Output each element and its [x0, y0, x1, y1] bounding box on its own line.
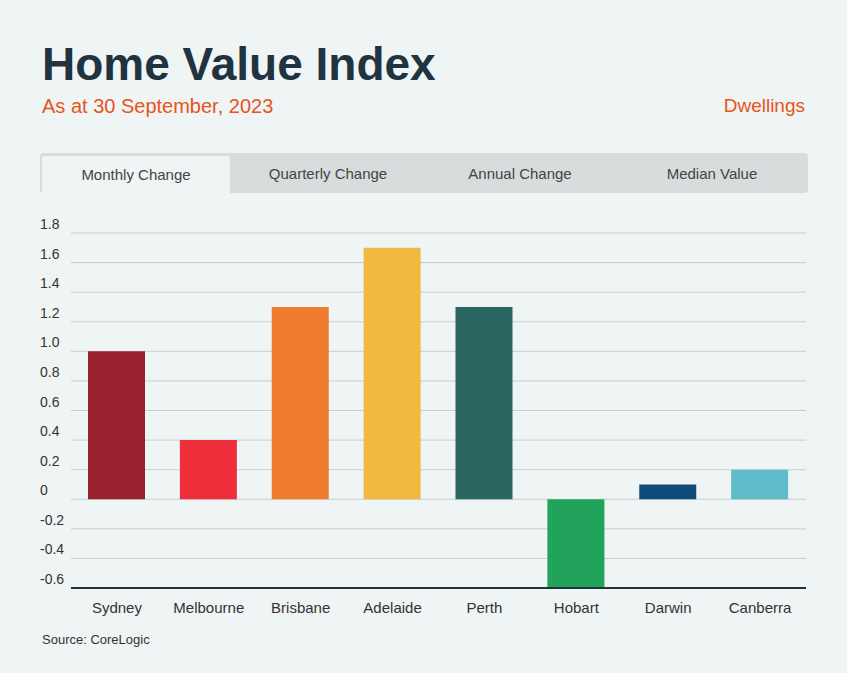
- html-text:Annual Change: Annual Change: [468, 164, 572, 182]
- svg-text:0.4: 0.4: [40, 423, 60, 439]
- svg-text:Perth: Perth: [467, 599, 503, 616]
- svg-text:1.8: 1.8: [40, 216, 60, 232]
- svg-text:0.2: 0.2: [40, 453, 60, 469]
- svg-text:0: 0: [40, 482, 48, 498]
- svg-text:1.4: 1.4: [40, 275, 60, 291]
- svg-text:-0.6: -0.6: [40, 571, 64, 587]
- svg-text:1.6: 1.6: [40, 246, 60, 262]
- svg-text:Canberra: Canberra: [729, 599, 792, 616]
- svg-text:1.2: 1.2: [40, 305, 60, 321]
- svg-text:Melbourne: Melbourne: [173, 599, 244, 616]
- svg-text:Brisbane: Brisbane: [271, 599, 330, 616]
- svg-text:Hobart: Hobart: [554, 599, 600, 616]
- svg-text:-0.2: -0.2: [40, 512, 64, 528]
- html-text:Quarterly Change: Quarterly Change: [268, 164, 388, 182]
- svg-text:1.0: 1.0: [40, 334, 60, 350]
- html-text:Source: CoreLogic: Source: CoreLogic: [42, 632, 150, 647]
- svg-text:-0.4: -0.4: [40, 541, 64, 557]
- html-text:Median Value: Median Value: [666, 164, 758, 182]
- html-text:Monthly Change: Monthly Change: [81, 166, 191, 183]
- html-text:Dwellings: Dwellings: [723, 95, 805, 116]
- svg-text:0.6: 0.6: [40, 394, 60, 410]
- svg-text:Darwin: Darwin: [645, 599, 692, 616]
- svg-text:Sydney: Sydney: [92, 599, 143, 616]
- svg-text:Adelaide: Adelaide: [363, 599, 421, 616]
- svg-text:0.8: 0.8: [40, 364, 60, 380]
- html-text:Home Value Index: Home Value Index: [42, 38, 436, 90]
- html-text:As at 30 September, 2023: As at 30 September, 2023: [42, 95, 274, 117]
